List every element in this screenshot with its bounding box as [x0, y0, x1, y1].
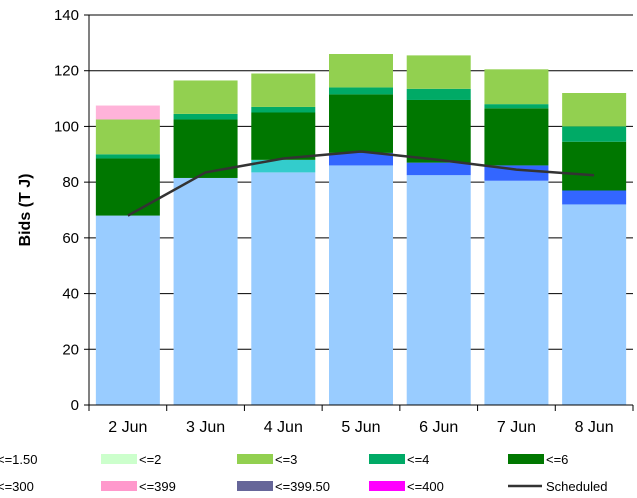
bar-segment: [406, 162, 471, 176]
bar-segment: [173, 177, 238, 405]
bar-segment: [484, 69, 549, 105]
bar-segment: [562, 204, 627, 405]
bar-segment: [251, 159, 316, 173]
bar-segment: [562, 190, 627, 205]
bar-segment: [484, 108, 549, 166]
bar-segment: [95, 154, 160, 159]
legend-swatch: [508, 454, 544, 464]
bar-segment: [329, 54, 393, 88]
legend-label: <=4: [407, 452, 429, 467]
x-tick-label: 2 Jun: [108, 419, 147, 436]
legend-label: Scheduled: [546, 479, 607, 494]
legend-swatch: [369, 454, 405, 464]
legend-item: <=399.50: [237, 479, 330, 494]
legend-item: <=2: [101, 452, 161, 467]
bar-segment: [329, 165, 393, 405]
bar-segment: [95, 215, 160, 405]
bar-segment: [406, 55, 471, 89]
legend-item: <=399: [101, 479, 176, 494]
legend-item: <=1.50: [0, 452, 38, 467]
legend-item: <=4: [369, 452, 429, 467]
bar-segment: [562, 141, 627, 191]
bar-segment: [406, 99, 471, 163]
legend-label: <=1.50: [0, 452, 38, 467]
x-tick-label: 4 Jun: [264, 419, 303, 436]
y-axis-title: Bids (T J): [17, 174, 34, 247]
bar-segment: [173, 113, 238, 120]
legend-swatch: [237, 454, 273, 464]
bar-segment: [251, 106, 316, 113]
legend-item: <=3: [237, 452, 297, 467]
legend-label: <=3: [275, 452, 297, 467]
bar-segment: [329, 87, 393, 95]
bar-stacks: [95, 54, 627, 405]
bar-segment: [95, 158, 160, 216]
y-tick-label: 60: [62, 230, 79, 247]
legend-item: <=400: [369, 479, 444, 494]
bar-segment: [484, 104, 549, 109]
legend-label: <=399.50: [275, 479, 330, 494]
legend: <=1.50 <=2 <=3 <=4 <=6 <=300 <=399 <=399.50 <=40…: [0, 452, 607, 494]
legend-label: <=2: [139, 452, 161, 467]
bar-segment: [95, 119, 160, 155]
bar-segment: [484, 165, 549, 181]
y-tick-label: 40: [62, 286, 79, 303]
legend-label: <=400: [407, 479, 444, 494]
bar-segment: [406, 88, 471, 100]
legend-swatch: [101, 454, 137, 464]
legend-swatch: [369, 481, 405, 491]
x-tick-label: 8 Jun: [575, 419, 614, 436]
bar-segment: [484, 180, 549, 405]
bar-segment: [562, 93, 627, 127]
y-tick-label: 120: [54, 63, 79, 80]
y-tick-label: 20: [62, 341, 79, 358]
legend-swatch: [101, 481, 137, 491]
legend-label: <=6: [546, 452, 568, 467]
x-tick-label: 3 Jun: [186, 419, 225, 436]
bar-segment: [329, 94, 393, 153]
legend-swatch: [237, 481, 273, 491]
x-tick-label: 7 Jun: [497, 419, 536, 436]
y-tick-label: 80: [62, 174, 79, 191]
bar-segment: [329, 152, 393, 166]
y-tick-label: 100: [54, 118, 79, 135]
bar-segment: [406, 175, 471, 405]
legend-item: Scheduled: [508, 479, 607, 494]
bar-segment: [251, 172, 316, 405]
legend-label: <=300: [0, 479, 34, 494]
bar-segment: [95, 105, 160, 120]
bar-segment: [173, 80, 238, 114]
y-tick-label: 140: [54, 7, 79, 24]
legend-label: <=399: [139, 479, 176, 494]
legend-item: <=300: [0, 479, 34, 494]
scheduled-line-group: [127, 150, 595, 217]
bar-segment: [251, 73, 316, 107]
y-tick-label: 0: [71, 397, 79, 414]
scheduled-line: [127, 150, 595, 217]
axes: 0 20 40 60 80 100 120 140 2 Jun 3 Jun 4 Jun 5 Jun 6 …: [17, 7, 634, 436]
x-tick-label: 5 Jun: [341, 419, 380, 436]
bar-segment: [251, 112, 316, 160]
x-tick-label: 6 Jun: [419, 419, 458, 436]
bar-segment: [562, 126, 627, 142]
legend-item: <=6: [508, 452, 568, 467]
